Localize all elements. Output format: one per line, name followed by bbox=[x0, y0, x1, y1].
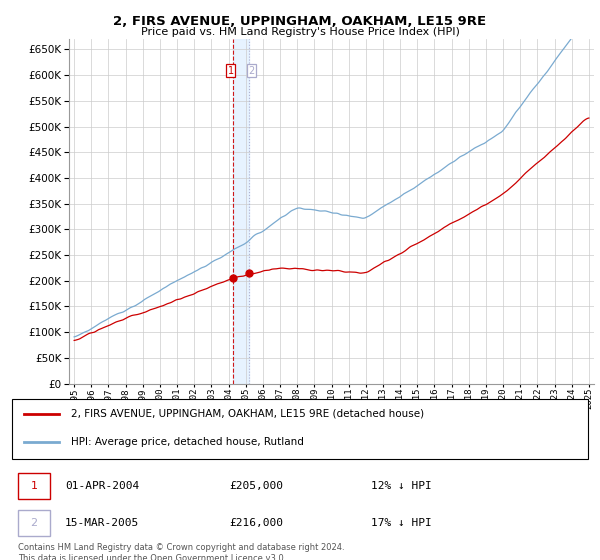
Text: Contains HM Land Registry data © Crown copyright and database right 2024.
This d: Contains HM Land Registry data © Crown c… bbox=[18, 543, 344, 560]
Bar bbox=[233, 39, 250, 384]
Bar bbox=[12, 399, 588, 459]
Text: £216,000: £216,000 bbox=[229, 518, 283, 528]
Text: 01-APR-2004: 01-APR-2004 bbox=[65, 481, 139, 491]
Text: 17% ↓ HPI: 17% ↓ HPI bbox=[371, 518, 431, 528]
Text: HPI: Average price, detached house, Rutland: HPI: Average price, detached house, Rutl… bbox=[71, 437, 304, 447]
Text: Price paid vs. HM Land Registry's House Price Index (HPI): Price paid vs. HM Land Registry's House … bbox=[140, 27, 460, 37]
Text: 2, FIRS AVENUE, UPPINGHAM, OAKHAM, LE15 9RE (detached house): 2, FIRS AVENUE, UPPINGHAM, OAKHAM, LE15 … bbox=[71, 409, 424, 419]
Text: 2: 2 bbox=[31, 518, 37, 528]
Text: 12% ↓ HPI: 12% ↓ HPI bbox=[371, 481, 431, 491]
Text: £205,000: £205,000 bbox=[229, 481, 283, 491]
Text: 1: 1 bbox=[31, 481, 37, 491]
Text: 2, FIRS AVENUE, UPPINGHAM, OAKHAM, LE15 9RE: 2, FIRS AVENUE, UPPINGHAM, OAKHAM, LE15 … bbox=[113, 15, 487, 28]
Text: 15-MAR-2005: 15-MAR-2005 bbox=[65, 518, 139, 528]
Bar bbox=[18, 511, 50, 535]
Bar bbox=[18, 473, 50, 498]
Text: 1: 1 bbox=[228, 66, 234, 76]
Text: 2: 2 bbox=[248, 66, 254, 76]
